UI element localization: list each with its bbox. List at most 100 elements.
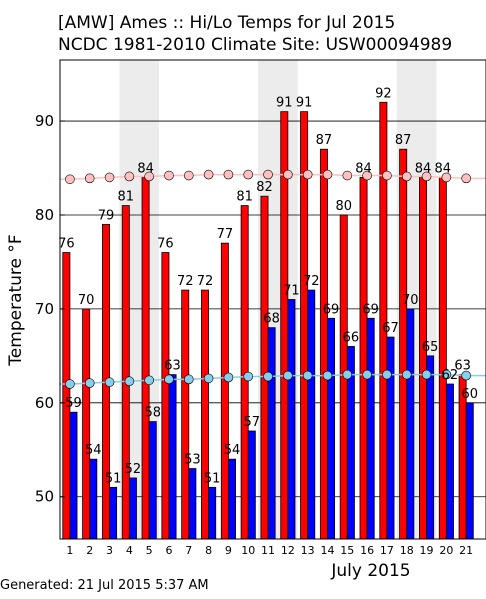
x-tick-label: 15 — [340, 544, 354, 557]
climate-high-point — [441, 172, 452, 183]
low-value-label: 69 — [323, 302, 340, 317]
low-value-label: 69 — [362, 302, 379, 317]
high-value-label: 72 — [177, 274, 194, 289]
high-bar — [260, 195, 269, 540]
high-bar — [82, 308, 91, 540]
x-axis-label: July 2015 — [330, 561, 410, 581]
grid-lines — [60, 120, 486, 498]
low-bar — [89, 458, 98, 540]
climate-high-point — [84, 173, 95, 184]
low-value-label: 70 — [402, 293, 419, 308]
x-tick-label: 1 — [66, 544, 73, 557]
climate-high-point — [342, 170, 353, 181]
x-tick-label: 13 — [301, 544, 315, 557]
y-tick-label: 90 — [35, 112, 54, 130]
low-value-label: 53 — [184, 453, 201, 468]
low-value-label: 65 — [422, 340, 439, 355]
low-value-label: 51 — [105, 471, 122, 486]
climate-low-point — [322, 370, 333, 381]
high-value-label: 87 — [316, 133, 333, 148]
climate-low-point — [203, 373, 214, 384]
high-value-label: 84 — [435, 161, 452, 176]
climate-low-point — [65, 379, 75, 389]
climate-high-point — [322, 169, 333, 180]
low-bar — [69, 411, 78, 540]
climate-high-point — [124, 171, 135, 182]
chart-title-line-1: [AMW] Ames :: Hi/Lo Temps for Jul 2015 — [58, 13, 395, 33]
climate-high-point — [144, 171, 154, 182]
low-value-label: 59 — [65, 396, 82, 411]
x-tick-label: 11 — [261, 544, 275, 557]
climate-low-point — [124, 376, 135, 387]
low-bar — [287, 299, 296, 540]
high-bar — [419, 177, 427, 540]
climate-high-point — [164, 170, 174, 181]
generated-timestamp: Generated: 21 Jul 2015 5:37 AM — [0, 578, 209, 593]
x-tick-label: 21 — [459, 544, 473, 557]
x-tick-label: 3 — [106, 544, 113, 557]
plot-frame — [59, 59, 486, 540]
x-tick-label: 19 — [420, 544, 434, 557]
low-value-label: 54 — [85, 443, 102, 458]
climate-high-point — [401, 171, 412, 182]
climate-high-point — [65, 174, 75, 185]
low-value-label: 71 — [283, 284, 300, 299]
climate-low-point — [401, 369, 412, 380]
low-value-label: 66 — [343, 330, 360, 345]
x-tick-label: 17 — [380, 544, 394, 557]
y-axis-label: Temperature °F — [6, 234, 26, 366]
climate-low-point — [342, 369, 353, 380]
high-bar — [161, 252, 170, 540]
high-bar — [438, 177, 447, 540]
y-tick-label: 60 — [35, 394, 54, 412]
low-bar — [228, 458, 236, 540]
high-value-label: 81 — [118, 190, 135, 205]
climate-low-point — [223, 372, 234, 383]
high-value-label: 91 — [276, 96, 293, 111]
climate-high-point — [421, 171, 432, 182]
climate-low-point — [104, 377, 115, 387]
low-bar — [148, 421, 157, 540]
low-bar — [445, 383, 454, 540]
climate-low-point — [164, 374, 174, 385]
y-tick-label: 70 — [35, 300, 54, 318]
climate-low-point — [84, 378, 95, 388]
climate-high-point — [223, 169, 234, 180]
data-labels: 76 59 70 54 79 51 81 52 84 58 76 63 72 53 72 51 77 54 81 57… — [58, 86, 478, 486]
low-bar — [168, 374, 177, 540]
high-bar — [220, 242, 229, 540]
low-value-label: 60 — [461, 387, 478, 402]
high-bar — [181, 289, 190, 540]
y-tick-label: 80 — [35, 206, 54, 224]
climate-high-point — [203, 169, 214, 180]
x-tick-label: 4 — [126, 544, 133, 557]
x-tick-label: 2 — [86, 544, 93, 557]
climate-low-point — [421, 369, 432, 380]
x-tick-label: 5 — [146, 544, 153, 557]
climate-low-point — [461, 370, 471, 381]
climate-low-point — [362, 369, 372, 380]
climate-high-point — [362, 170, 372, 181]
high-bar — [121, 205, 130, 540]
high-value-label: 81 — [236, 190, 253, 205]
high-value-label: 80 — [335, 199, 352, 214]
low-value-label: 54 — [224, 443, 241, 458]
high-bar — [319, 148, 328, 540]
high-value-label: 91 — [296, 96, 313, 111]
bar-series — [62, 101, 474, 540]
low-value-label: 68 — [263, 312, 280, 327]
climate-low-point — [441, 369, 452, 380]
high-value-label: 70 — [78, 293, 95, 308]
low-bar — [208, 486, 217, 540]
low-bar — [426, 355, 435, 540]
x-tick-label: 12 — [281, 544, 295, 557]
low-value-label: 62 — [442, 368, 459, 383]
high-value-label: 92 — [375, 86, 392, 101]
climate-high-point — [461, 173, 471, 184]
climate-low-point — [144, 375, 154, 386]
x-tick-label: 6 — [165, 544, 172, 557]
climate-high-point — [263, 169, 273, 180]
high-value-label: 76 — [58, 237, 75, 252]
x-tick-label: 9 — [225, 544, 232, 557]
